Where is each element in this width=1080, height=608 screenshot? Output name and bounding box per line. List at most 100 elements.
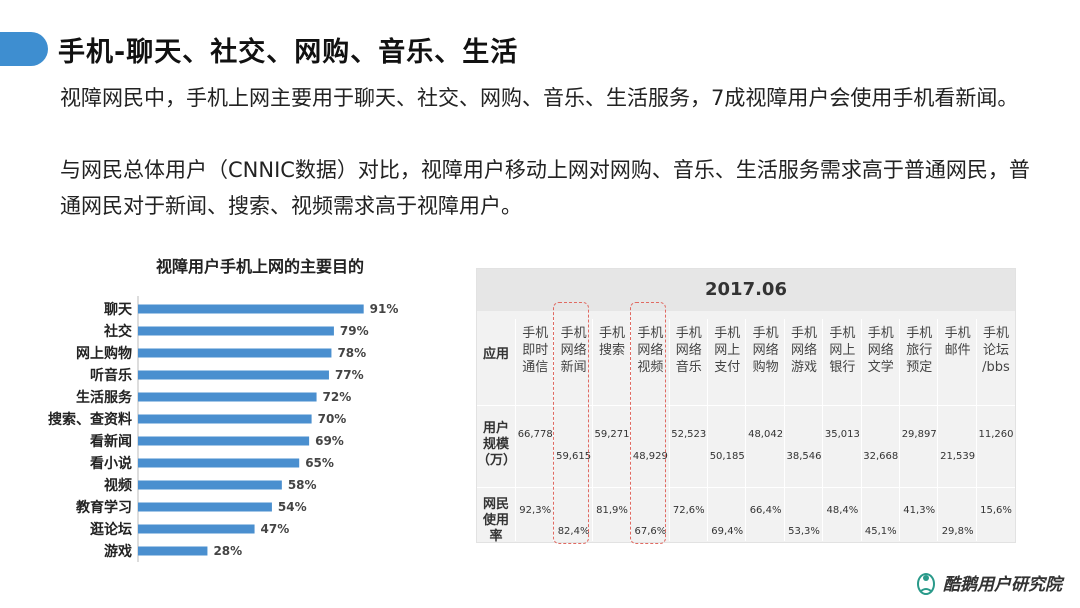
bar [138,348,332,358]
table-column-header: 手机 网络 文学 [867,326,894,375]
bar-value-label: 58% [288,478,317,492]
table-cell-rate: 66,4% [749,505,782,516]
table-cell-rate: 72,6% [672,505,705,516]
bar-value-label: 69% [315,434,344,448]
bar-value-label: 77% [335,368,364,382]
bar [138,480,282,490]
table-column-header: 手机 网络 视频 [637,326,664,375]
bar-category-label: 教育学习 [76,499,132,516]
table-column: 手机 邮件 21,539 29,8% [937,319,976,541]
table-column: 手机 旅行 预定 29,897 41,3% [899,319,938,541]
comparison-paragraph: 与网民总体用户（CNNIC数据）对比，视障用户移动上网对网购、音乐、生活服务需求… [60,158,1030,218]
table-cell-rate: 41,3% [903,505,936,516]
table-column-highlight [553,302,590,544]
table-column-header: 手机 网上 银行 [829,326,856,375]
table-cell-rate: 29,8% [941,526,974,537]
table-column: 手机 论坛 /bbs 11,260 15,6% [975,319,1015,541]
table-column-highlight [630,302,667,544]
table-column-header: 手机 即时 通信 [522,326,549,375]
bar-category-label: 游戏 [104,543,132,560]
table-column-header: 手机 网络 音乐 [675,326,702,375]
bar-category-label: 视频 [104,477,132,494]
bar-category-label: 看新闻 [89,433,132,450]
table-cell-users: 50,185 [709,451,745,462]
table-column: 手机 网络 购物 48,042 66,4% [745,319,784,541]
bar-category-label: 生活服务 [76,389,133,406]
bar-category-label: 社交 [103,323,132,340]
intro-paragraph: 视障网民中，手机上网主要用于聊天、社交、网购、音乐、生活服务，7成视障用户会使用… [60,86,1019,110]
table-cell-rate: 48,4% [826,505,859,516]
table-cell-users: 38,546 [786,451,822,462]
brand-logo: 酷鹅用户研究院 [915,570,1062,595]
table-column: 手机 即时 通信 66,778 92,3% [515,319,554,541]
penguin-logo-icon [917,572,935,595]
table-column: 手机 网上 银行 35,013 48,4% [822,319,861,541]
table-column-header: 手机 网络 新闻 [560,326,587,375]
bar-value-label: 79% [340,324,369,338]
table-column: 手机 网络 文学 32,668 45,1% [860,319,900,541]
table-column-header: 手机 搜索 [598,326,625,358]
table-cell-rate: 92,3% [519,505,552,516]
bar-category-label: 逛论坛 [90,521,132,538]
bar-value-label: 65% [305,456,334,470]
table-cell-rate: 53,3% [788,526,820,537]
table-cell-users: 35,013 [824,429,860,440]
table-year-header: 2017.06 [477,269,1015,311]
table-label-column: 应用用户 规模 （万） 网民 使用 率 [477,319,517,544]
bar-value-label: 28% [213,544,242,558]
table-row-label: 用户 规模 （万） [477,421,517,468]
table-column-header: 手机 网络 游戏 [790,326,817,375]
heading-accent-bar [0,32,48,66]
bar [138,524,255,534]
bar-category-label: 网上购物 [76,345,132,362]
table-column-header: 手机 网络 购物 [752,326,779,375]
table-cell-users: 29,897 [901,429,937,440]
table-row-label: 网民 使用 率 [482,497,509,544]
bar [138,436,310,446]
bar [138,502,272,512]
table-cell-users: 52,523 [671,429,707,440]
table-cell-rate: 82,4% [557,526,590,537]
table-column-header: 手机 旅行 预定 [906,326,933,375]
table-cell-rate: 15,6% [980,505,1012,516]
table-column: 手机 搜索 59,271 81,9% [591,319,631,541]
purpose-bar-chart: 聊天 91% 社交 79% 网上购物 78% 听音乐 77% 生活服务 72% 搜索、查资料 70% 看… [48,296,399,562]
table-cell-users: 48,042 [748,429,784,440]
bar-value-label: 47% [261,522,290,536]
table-cell-users: 32,668 [863,451,899,462]
page-title: 手机-聊天、社交、网购、音乐、生活 [58,37,519,68]
bar-chart-title: 视障用户手机上网的主要目的 [155,257,364,276]
bar-category-label: 搜索、查资料 [48,411,132,428]
table-corner-label: 应用 [482,347,509,362]
brand-name: 酷鹅用户研究院 [943,575,1062,595]
table-cell-rate: 67,6% [634,526,667,537]
table-column-header: 手机 论坛 /bbs [982,326,1010,375]
bar-category-label: 聊天 [104,301,133,318]
bar [138,304,364,314]
table-column: 手机 网上 支付 50,185 69,4% [707,319,746,541]
bar [138,458,300,468]
bar-value-label: 70% [318,412,347,426]
bar [138,326,334,336]
bar-value-label: 54% [278,500,307,514]
table-cell-users: 11,260 [978,429,1014,440]
table-cell-users: 66,778 [517,429,553,440]
table-column: 手机 网络 游戏 38,546 53,3% [783,319,823,541]
table-cell-users: 59,271 [594,429,630,440]
bar [138,370,329,380]
bar-value-label: 91% [370,302,399,316]
table-cell-rate: 45,1% [864,526,897,537]
table-column: 手机 网络 音乐 52,523 72,6% [668,319,708,541]
table-column-header: 手机 邮件 [944,326,971,358]
table-cell-users: 21,539 [940,451,976,462]
bar [138,546,208,556]
table-cell-rate: 81,9% [596,505,628,516]
table-cell-rate: 69,4% [711,526,744,537]
bar-value-label: 72% [323,390,352,404]
bar-value-label: 78% [337,346,366,360]
table-cell-users: 59,615 [556,451,592,462]
table-column-header: 手机 网上 支付 [714,326,741,375]
table-cell-users: 48,929 [632,451,668,462]
bar [138,392,317,402]
bar-category-label: 听音乐 [90,367,132,384]
